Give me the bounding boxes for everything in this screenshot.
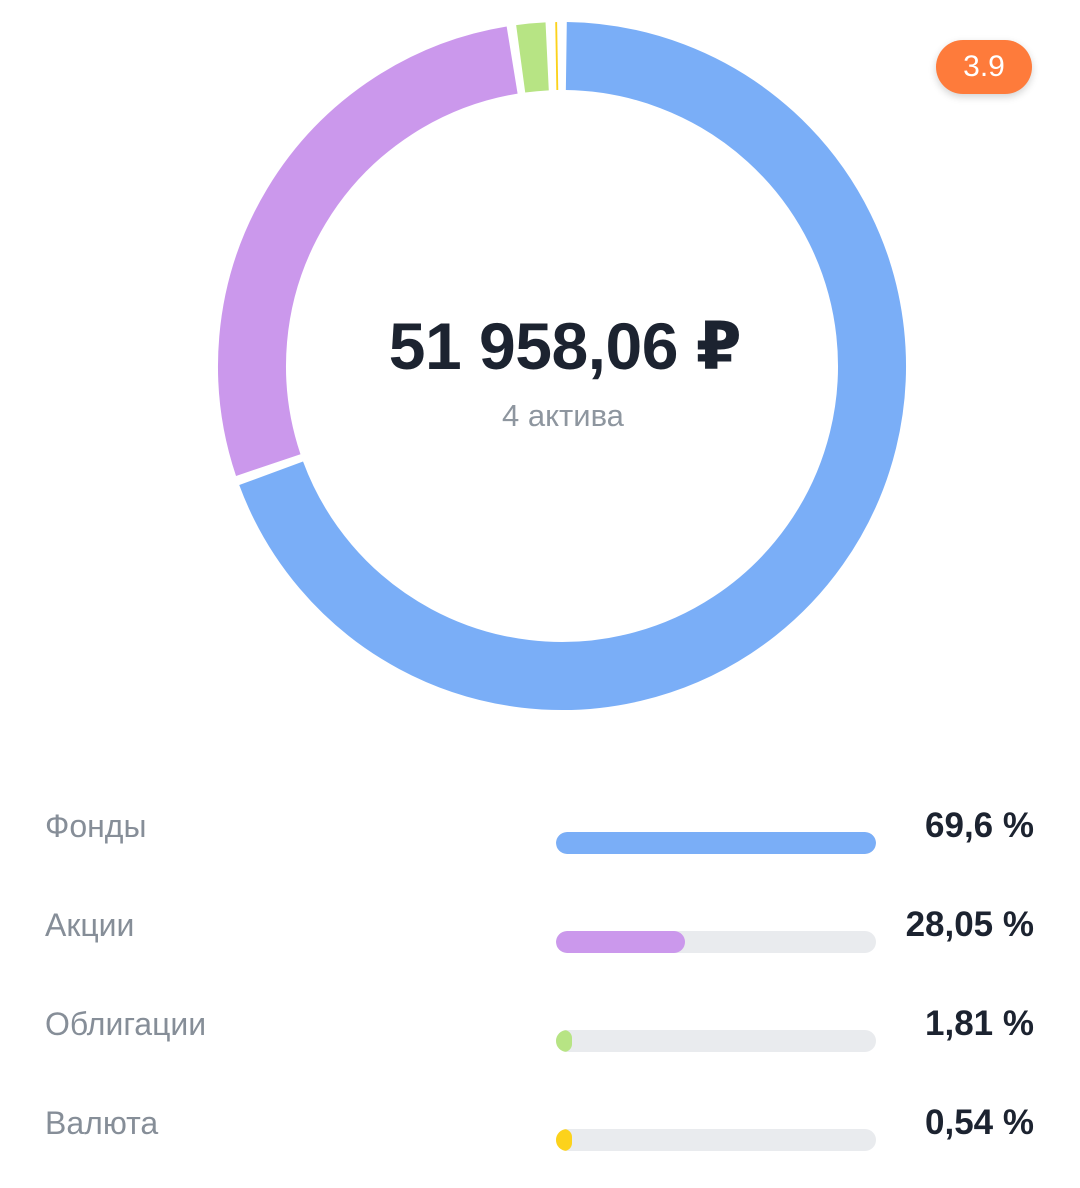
legend-percent: 69,6 %: [925, 806, 1034, 845]
portfolio-total-value: 51 958,06 ₽: [388, 309, 742, 383]
legend-row-bonds[interactable]: Облигации 1,81 %: [0, 996, 1080, 1056]
legend-row-currency[interactable]: Валюта 0,54 %: [0, 1095, 1080, 1155]
progress-fill: [556, 1129, 572, 1151]
donut-segment-stocks[interactable]: [218, 26, 518, 476]
progress-fill: [556, 832, 876, 854]
progress-track: [556, 1030, 876, 1052]
legend-label: Облигации: [45, 1006, 207, 1042]
donut-segment-funds[interactable]: [239, 22, 906, 710]
donut-chart-svg: [218, 22, 906, 710]
progress-track: [556, 832, 876, 854]
legend-label: Валюта: [45, 1105, 159, 1141]
progress-fill: [556, 1030, 572, 1052]
progress-fill: [556, 931, 685, 953]
allocation-donut-chart: 51 958,06 ₽ 4 актива: [218, 22, 906, 710]
legend-label: Акции: [45, 907, 135, 943]
legend-percent: 0,54 %: [925, 1103, 1034, 1142]
donut-segment-bonds[interactable]: [516, 22, 550, 93]
legend-percent: 1,81 %: [925, 1004, 1034, 1043]
version-badge[interactable]: 3.9: [936, 40, 1032, 94]
progress-track: [556, 1129, 876, 1151]
progress-track: [556, 931, 876, 953]
legend-row-stocks[interactable]: Акции 28,05 %: [0, 897, 1080, 957]
legend-label: Фонды: [45, 808, 147, 844]
legend-percent: 28,05 %: [905, 905, 1034, 944]
asset-count-label: 4 актива: [502, 398, 624, 433]
legend-row-funds[interactable]: Фонды 69,6 %: [0, 798, 1080, 858]
